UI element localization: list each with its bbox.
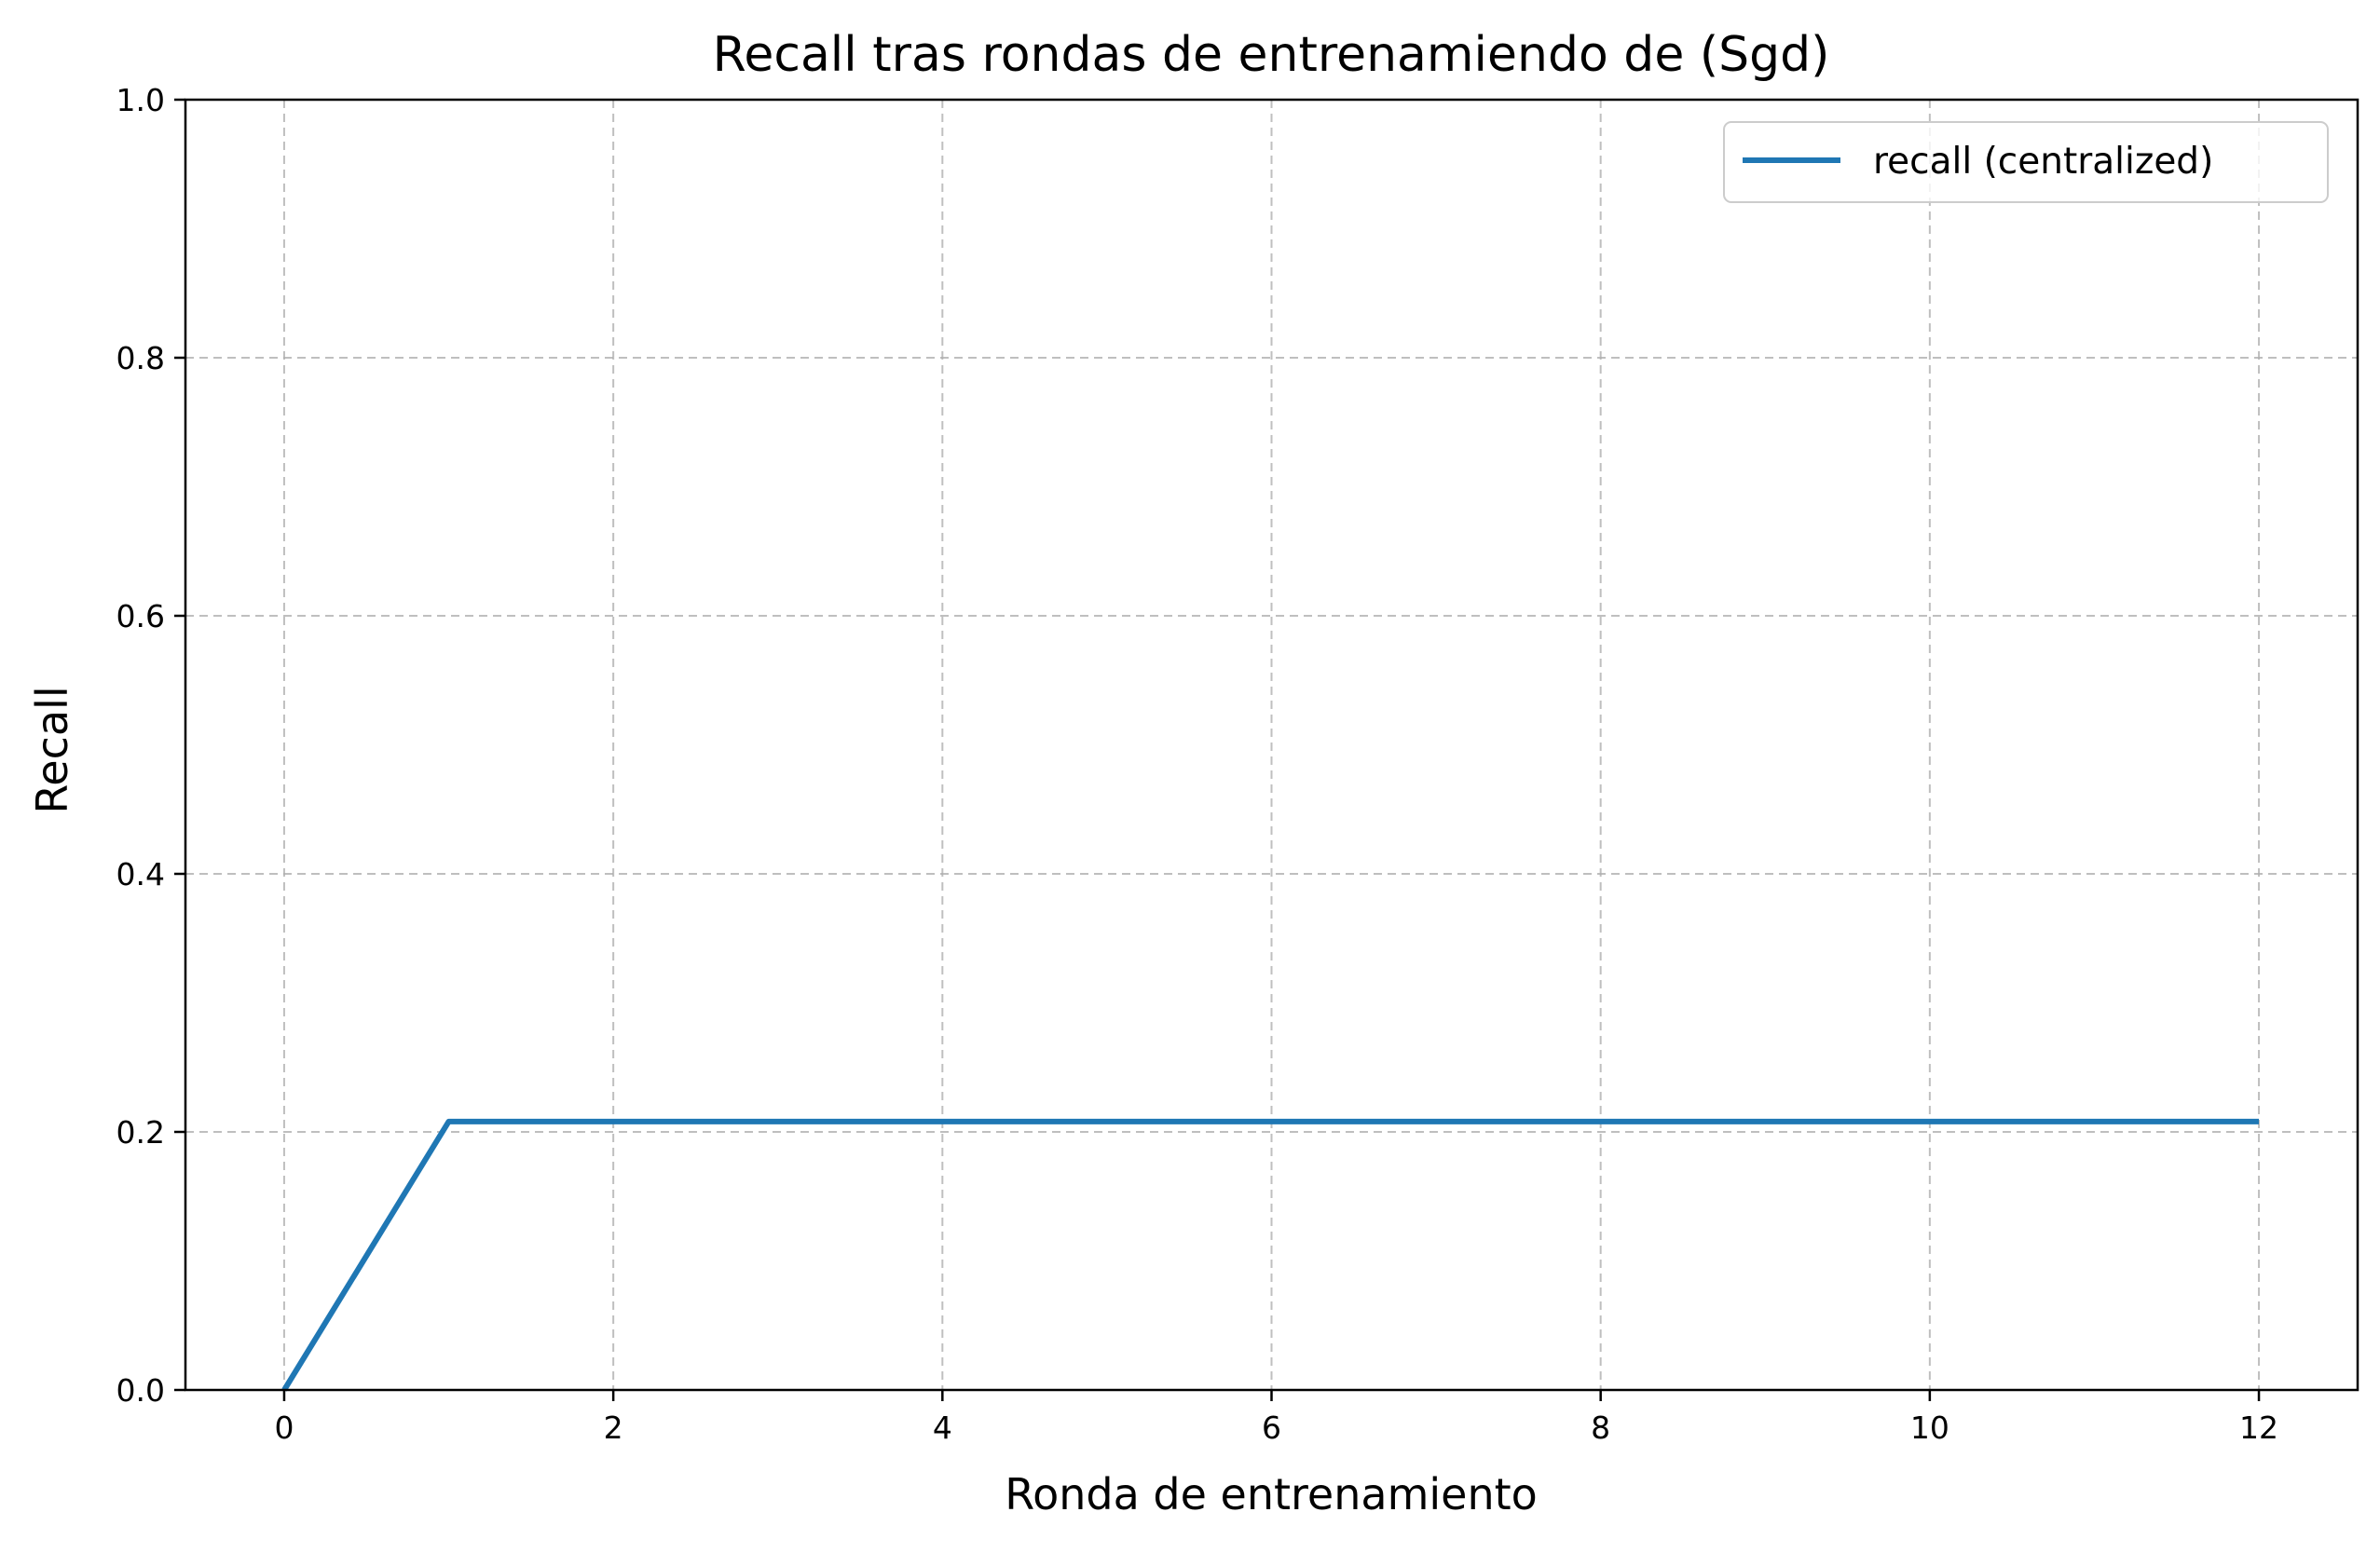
x-tick-label: 4 xyxy=(933,1410,952,1446)
chart-title: Recall tras rondas de entrenamiendo de (… xyxy=(713,27,1830,83)
y-axis-label: Recall xyxy=(27,686,77,813)
y-tick-label: 0.4 xyxy=(116,856,165,892)
y-tick-label: 1.0 xyxy=(116,82,165,118)
x-tick-label: 12 xyxy=(2239,1410,2278,1446)
x-axis-ticks: 0 2 4 6 8 10 12 xyxy=(274,1390,2278,1446)
y-tick-label: 0.8 xyxy=(116,340,165,376)
x-axis-label: Ronda de entrenamiento xyxy=(1005,1469,1538,1519)
y-tick-label: 0.0 xyxy=(116,1372,165,1409)
legend: recall (centralized) xyxy=(1723,121,2329,203)
series-line xyxy=(281,1118,2259,1392)
y-tick-label: 0.2 xyxy=(116,1114,165,1151)
x-tick-label: 0 xyxy=(274,1410,294,1446)
series-layer xyxy=(281,1118,2259,1392)
grid-lines xyxy=(185,100,2358,1390)
legend-box xyxy=(1723,121,2329,203)
x-tick-label: 10 xyxy=(1910,1410,1949,1446)
x-tick-label: 6 xyxy=(1262,1410,1281,1446)
x-tick-label: 8 xyxy=(1591,1410,1610,1446)
x-tick-label: 2 xyxy=(604,1410,623,1446)
legend-label: recall (centralized) xyxy=(1873,141,2213,183)
y-axis-ticks: 0.0 0.2 0.4 0.6 0.8 1.0 xyxy=(116,82,185,1409)
y-tick-label: 0.6 xyxy=(116,598,165,634)
